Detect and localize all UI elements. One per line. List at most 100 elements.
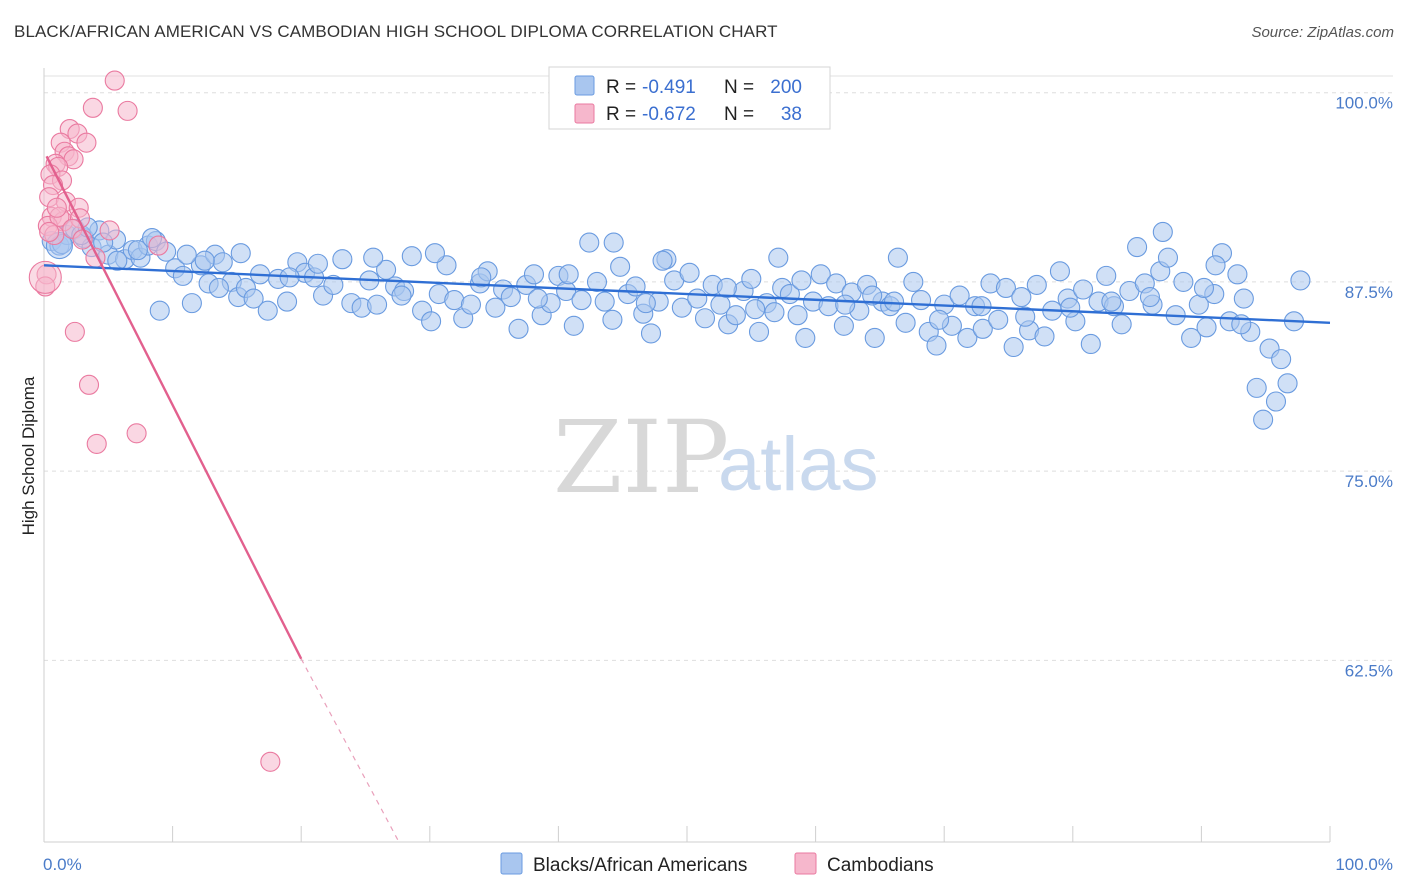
y-tick-labels: 100.0% 87.5% 75.0% 62.5%: [1335, 94, 1393, 681]
data-point: [82, 97, 103, 118]
legend-r-label-2: R =: [606, 104, 636, 125]
data-point: [635, 293, 656, 314]
legend-top-box: [548, 66, 831, 130]
legend-bottom: Blacks/African Americans Cambodians: [500, 852, 934, 876]
data-point: [745, 299, 766, 320]
x-tick-label-min: 0.0%: [43, 855, 82, 874]
y-tick-label: 87.5%: [1345, 283, 1393, 302]
data-point: [716, 277, 737, 299]
watermark-atlas: atlas: [718, 422, 879, 507]
data-point: [787, 305, 808, 326]
data-point: [99, 220, 120, 241]
data-point: [558, 264, 579, 285]
data-point: [995, 277, 1016, 299]
data-point: [1127, 237, 1148, 258]
data-point: [725, 305, 746, 326]
data-point: [424, 243, 445, 264]
data-point: [791, 270, 812, 291]
data-point: [687, 288, 708, 309]
data-point: [243, 288, 264, 309]
data-point: [652, 250, 673, 271]
data-point: [826, 273, 847, 294]
grid-lines: [44, 75, 1393, 661]
data-point: [257, 300, 278, 321]
data-point: [172, 265, 193, 286]
data-point: [571, 290, 592, 311]
data-point: [194, 250, 215, 271]
data-point: [594, 291, 615, 312]
data-point: [1265, 391, 1287, 412]
data-point: [485, 297, 506, 318]
data-point: [972, 318, 993, 339]
data-point: [1233, 288, 1254, 309]
data-point: [679, 262, 700, 283]
data-point: [391, 285, 412, 306]
data-point: [332, 249, 353, 270]
data-point: [46, 197, 67, 218]
data-point: [367, 294, 388, 315]
data-point: [903, 271, 924, 292]
data-point: [833, 315, 854, 336]
data-point: [500, 287, 521, 308]
data-point: [1227, 264, 1248, 285]
data-point: [460, 294, 482, 315]
data-point: [64, 321, 85, 342]
data-point: [1026, 274, 1047, 295]
data-point: [603, 232, 624, 253]
legend-r-value-1: -0.491: [642, 77, 696, 98]
data-point: [748, 321, 770, 342]
data-point: [1073, 279, 1094, 300]
data-point: [508, 318, 529, 339]
data-point: [1205, 255, 1226, 276]
data-point: [78, 374, 100, 395]
data-point: [107, 250, 128, 271]
legend-n-label-2: N =: [724, 104, 754, 125]
data-point: [610, 256, 631, 277]
data-point: [1246, 377, 1267, 398]
data-point: [1253, 409, 1274, 430]
data-point: [1015, 306, 1036, 327]
data-point: [988, 309, 1009, 330]
data-point: [421, 311, 442, 332]
data-point: [208, 277, 229, 299]
data-point: [1080, 333, 1101, 355]
y-tick-label: 75.0%: [1345, 472, 1393, 491]
data-point: [117, 100, 138, 121]
data-point: [741, 268, 762, 289]
legend-swatch-pink: [574, 103, 595, 124]
data-point: [1152, 221, 1173, 243]
data-point: [1003, 336, 1024, 358]
source-credit: Source: ZipAtlas.com: [1251, 24, 1394, 41]
data-point: [260, 751, 281, 772]
data-point: [563, 315, 584, 336]
data-point: [1011, 287, 1032, 308]
legend-n-value-2: 38: [781, 104, 802, 125]
data-point: [1173, 271, 1194, 292]
data-point: [929, 309, 950, 330]
legend-bottom-swatch-blue: [500, 852, 523, 875]
data-point: [363, 247, 384, 268]
data-point: [376, 259, 397, 280]
data-point: [1271, 349, 1292, 370]
data-point: [895, 312, 916, 333]
data-point: [76, 132, 97, 153]
legend-swatch-blue: [574, 75, 595, 96]
data-point: [323, 274, 344, 295]
y-tick-label: 100.0%: [1335, 94, 1393, 113]
data-point: [957, 327, 978, 348]
data-point: [1277, 373, 1298, 394]
legend-bottom-label-blue: Blacks/African Americans: [533, 855, 747, 876]
legend-bottom-label-pink: Cambodians: [827, 855, 934, 876]
data-point: [887, 247, 908, 268]
data-point: [471, 267, 492, 288]
data-point: [602, 309, 623, 330]
legend-n-value-1: 200: [770, 77, 802, 98]
data-point: [1290, 270, 1311, 291]
legend-r-label-1: R =: [606, 77, 636, 98]
data-point: [149, 300, 170, 321]
data-point: [1157, 247, 1179, 268]
data-point: [835, 294, 856, 315]
data-point: [1060, 297, 1081, 318]
chart-title: BLACK/AFRICAN AMERICAN VS CAMBODIAN HIGH…: [14, 22, 778, 41]
